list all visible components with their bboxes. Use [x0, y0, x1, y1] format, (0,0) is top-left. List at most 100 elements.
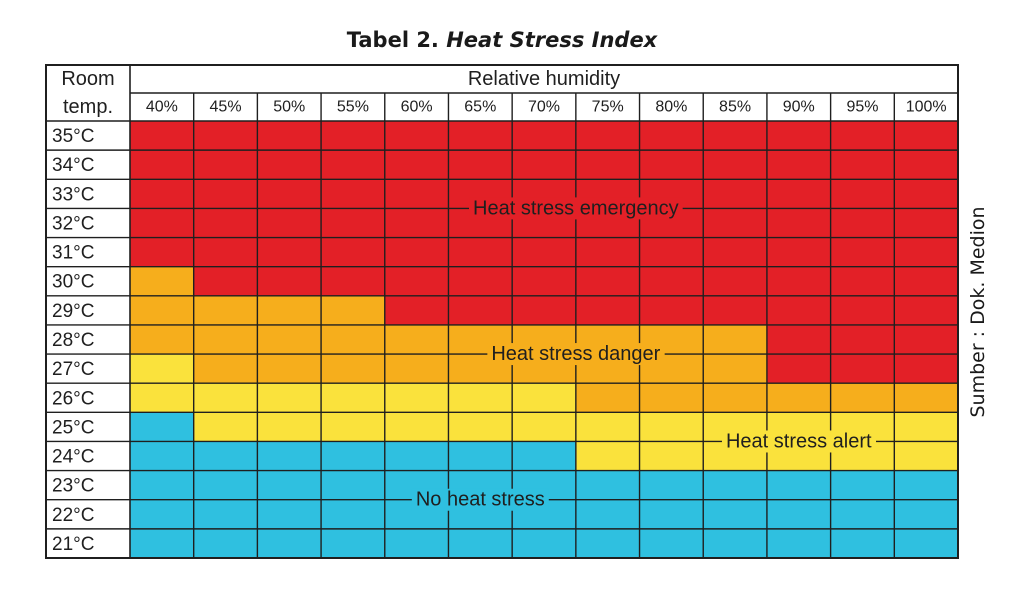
cell-none: [894, 470, 958, 500]
cell-none: [448, 528, 513, 558]
cell-emergency: [766, 295, 831, 325]
cell-danger: [193, 295, 258, 325]
cells-layer: [130, 121, 958, 558]
cell-danger: [639, 383, 704, 413]
cell-emergency: [130, 179, 194, 209]
cell-emergency: [894, 266, 958, 296]
cell-none: [130, 441, 194, 471]
humidity-label: 55%: [337, 99, 369, 116]
cell-danger: [321, 295, 385, 325]
humidity-label: 75%: [592, 99, 624, 116]
zone-label-bg: [487, 343, 665, 366]
cell-none: [575, 499, 640, 529]
cell-none: [193, 470, 258, 500]
cell-emergency: [321, 208, 385, 238]
humidity-label: 90%: [783, 99, 815, 116]
cell-none: [830, 528, 895, 558]
cell-danger: [703, 383, 767, 413]
cell-alert: [384, 383, 449, 413]
cell-emergency: [130, 150, 194, 180]
zone-label-emergency: Heat stress emergency: [473, 197, 679, 219]
cell-emergency: [575, 295, 640, 325]
cell-danger: [703, 324, 767, 355]
cell-emergency: [448, 266, 513, 296]
cell-none: [894, 528, 958, 558]
humidity-label: 65%: [464, 99, 496, 116]
cell-emergency: [766, 150, 831, 180]
cell-emergency: [639, 121, 704, 151]
cell-emergency: [703, 179, 767, 209]
cell-emergency: [703, 121, 767, 151]
cell-emergency: [703, 150, 767, 180]
cell-emergency: [384, 208, 449, 238]
cell-emergency: [512, 150, 576, 180]
humidity-label: 100%: [906, 99, 947, 116]
cell-danger: [130, 324, 194, 355]
cell-emergency: [639, 266, 704, 296]
cell-alert: [894, 412, 958, 442]
cell-emergency: [830, 121, 895, 151]
cell-emergency: [575, 266, 640, 296]
cell-emergency: [321, 121, 385, 151]
cell-emergency: [766, 179, 831, 209]
cell-none: [766, 499, 831, 529]
cell-none: [575, 528, 640, 558]
cell-emergency: [830, 237, 895, 267]
corner-label-temp: temp.: [63, 96, 113, 118]
cell-none: [894, 499, 958, 529]
cell-emergency: [894, 208, 958, 238]
cell-emergency: [257, 179, 322, 209]
cell-emergency: [257, 237, 322, 267]
cell-danger: [384, 324, 449, 355]
cell-danger: [384, 354, 449, 384]
cell-emergency: [130, 121, 194, 151]
cell-emergency: [193, 266, 258, 296]
column-group-label: Relative humidity: [468, 68, 620, 90]
cell-emergency: [703, 295, 767, 325]
cell-alert: [193, 412, 258, 442]
temperature-label: 22°C: [52, 505, 94, 526]
humidity-label: 40%: [146, 99, 178, 116]
cell-none: [830, 470, 895, 500]
cell-none: [575, 470, 640, 500]
humidity-label: 60%: [401, 99, 433, 116]
cell-alert: [321, 412, 385, 442]
temperature-label: 25°C: [52, 417, 94, 438]
cell-none: [257, 441, 322, 471]
cell-emergency: [512, 121, 576, 151]
cell-emergency: [321, 179, 385, 209]
cell-alert: [575, 412, 640, 442]
cell-none: [766, 470, 831, 500]
cell-danger: [830, 383, 895, 413]
table-frame: [45, 64, 959, 559]
temperature-label: 26°C: [52, 388, 94, 409]
cell-danger: [321, 324, 385, 355]
cell-emergency: [639, 295, 704, 325]
cell-alert: [193, 383, 258, 413]
cell-none: [321, 470, 385, 500]
cell-danger: [257, 354, 322, 384]
cell-emergency: [257, 121, 322, 151]
cell-none: [321, 441, 385, 471]
cell-alert: [130, 383, 194, 413]
cell-none: [384, 528, 449, 558]
cell-none: [703, 528, 767, 558]
cell-emergency: [894, 295, 958, 325]
cell-emergency: [766, 208, 831, 238]
cell-emergency: [448, 150, 513, 180]
cell-danger: [321, 354, 385, 384]
zone-label-bg: [469, 197, 683, 220]
cell-none: [639, 499, 704, 529]
cell-alert: [639, 412, 704, 442]
cell-emergency: [384, 295, 449, 325]
cell-danger: [193, 324, 258, 355]
cell-alert: [448, 412, 513, 442]
cell-none: [130, 499, 194, 529]
temperature-label: 28°C: [52, 330, 94, 351]
cell-alert: [639, 441, 704, 471]
cell-emergency: [130, 208, 194, 238]
temperature-label: 24°C: [52, 447, 94, 468]
zone-label-bg: [721, 430, 877, 453]
cell-none: [703, 470, 767, 500]
